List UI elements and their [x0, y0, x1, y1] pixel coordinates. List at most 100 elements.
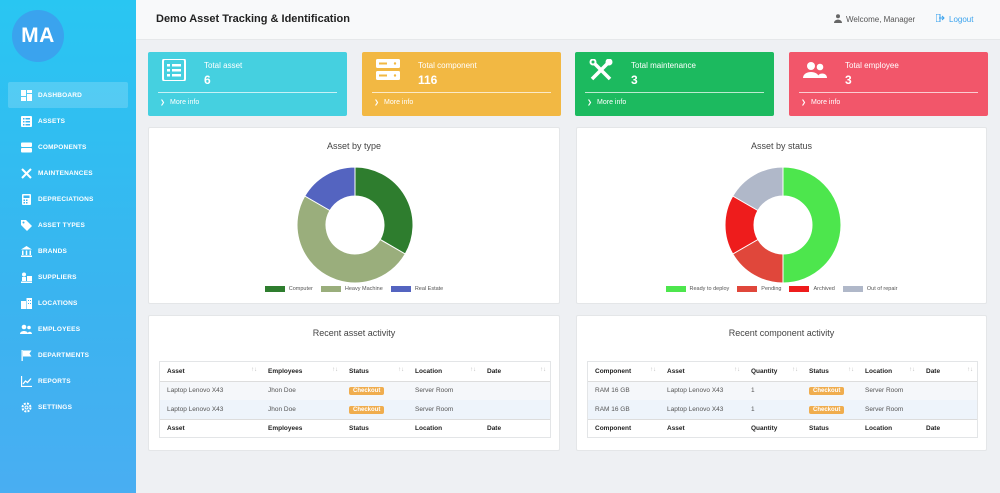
card-divider	[372, 92, 551, 93]
column-footer: Date	[480, 418, 550, 438]
sidebar-item-brands[interactable]: BRANDS	[8, 238, 128, 264]
server-icon	[20, 141, 32, 153]
more-info-label: More info	[811, 99, 841, 106]
chevron-right-icon: ❯	[374, 100, 380, 106]
more-info-link[interactable]: ❯ More info	[801, 99, 840, 106]
column-footer: Component	[588, 418, 660, 438]
pie-slice-real-estate[interactable]	[304, 166, 356, 212]
legend-item[interactable]: Heavy Machine	[320, 286, 383, 292]
sidebar-item-employees[interactable]: EMPLOYEES	[8, 316, 128, 342]
more-info-link[interactable]: ❯ More info	[587, 99, 626, 106]
calculator-icon	[20, 193, 32, 205]
asset-by-status-chart	[724, 166, 842, 284]
sidebar-item-dashboard[interactable]: DASHBOARD	[8, 82, 128, 108]
pie-slice-out-of-repair[interactable]	[732, 166, 784, 212]
column-footer: Status	[802, 418, 858, 438]
sidebar-item-label: REPORTS	[38, 377, 71, 385]
sort-icon: ↑↓	[909, 367, 915, 373]
sidebar-item-settings[interactable]: SETTINGS	[8, 394, 128, 420]
column-header[interactable]: Location ↑↓	[408, 362, 480, 382]
column-header[interactable]: Date ↑↓	[919, 362, 977, 382]
legend-item[interactable]: Ready to deploy	[665, 286, 730, 292]
legend-item[interactable]: Real Estate	[390, 286, 443, 292]
chart-line-icon	[20, 375, 32, 387]
legend-item[interactable]: Out of repair	[842, 286, 898, 292]
sidebar-item-reports[interactable]: REPORTS	[8, 368, 128, 394]
table-header-row: Asset ↑↓ Employees ↑↓ Status ↑↓ Location ↑↓ …	[160, 362, 550, 382]
card-title: Total employee	[845, 61, 899, 70]
table-cell: Server Room	[408, 381, 480, 400]
column-header[interactable]: Asset ↑↓	[160, 362, 261, 382]
asset-by-status-panel: Asset by status Ready to deploy Pending Ar…	[576, 127, 987, 304]
sort-icon: ↑↓	[470, 367, 476, 373]
status-badge: Checkout	[349, 405, 385, 414]
sidebar-item-locations[interactable]: LOCATIONS	[8, 290, 128, 316]
logout-link[interactable]: Logout	[935, 13, 973, 24]
sidebar-item-asset-types[interactable]: ASSET TYPES	[8, 212, 128, 238]
pie-slice-heavy-machine[interactable]	[296, 195, 406, 284]
sidebar-item-label: MAINTENANCES	[38, 169, 93, 177]
column-header[interactable]: Employees ↑↓	[261, 362, 342, 382]
column-footer: Status	[342, 418, 408, 438]
more-info-link[interactable]: ❯ More info	[160, 99, 199, 106]
server-icon	[376, 59, 400, 81]
table-cell	[480, 381, 550, 400]
card-total-asset: Total asset 6 ❯ More info	[148, 52, 347, 116]
sort-icon: ↑↓	[848, 367, 854, 373]
component-activity-table: Component ↑↓ Asset ↑↓ Quantity ↑↓ Status ↑↓ …	[588, 362, 977, 438]
chevron-right-icon: ❯	[160, 100, 166, 106]
column-footer: Location	[858, 418, 919, 438]
users-icon	[20, 323, 32, 335]
welcome-text: Welcome, Manager	[834, 14, 915, 25]
table-row: Laptop Lenovo X43 Jhon Doe Checkout Serv…	[160, 381, 550, 400]
card-value: 116	[418, 73, 438, 87]
table-cell: 1	[744, 400, 802, 419]
flag-icon	[20, 349, 32, 361]
column-header[interactable]: Location ↑↓	[858, 362, 919, 382]
table-cell: Checkout	[802, 381, 858, 400]
legend-swatch	[665, 286, 686, 292]
pie-slice-computer[interactable]	[354, 166, 414, 255]
table-cell: RAM 16 GB	[588, 381, 660, 400]
sidebar-item-maintenances[interactable]: MAINTENANCES	[8, 160, 128, 186]
card-total-component: Total component 116 ❯ More info	[362, 52, 561, 116]
column-header[interactable]: Component ↑↓	[588, 362, 660, 382]
column-header[interactable]: Quantity ↑↓	[744, 362, 802, 382]
legend-item[interactable]: Archived	[789, 286, 835, 292]
more-info-link[interactable]: ❯ More info	[374, 99, 413, 106]
table-cell: Checkout	[342, 400, 408, 419]
column-header[interactable]: Date ↑↓	[480, 362, 550, 382]
column-footer: Date	[919, 418, 977, 438]
legend-label: Ready to deploy	[689, 286, 730, 292]
card-divider	[799, 92, 978, 93]
legend-label: Out of repair	[866, 286, 898, 292]
logout-icon	[935, 13, 945, 24]
column-header[interactable]: Status ↑↓	[342, 362, 408, 382]
column-footer: Employees	[261, 418, 342, 438]
status-badge: Checkout	[809, 405, 845, 414]
sidebar-item-components[interactable]: COMPONENTS	[8, 134, 128, 160]
status-badge: Checkout	[349, 387, 385, 396]
sidebar-item-suppliers[interactable]: SUPPLIERS	[8, 264, 128, 290]
table-cell: Jhon Doe	[261, 400, 342, 419]
column-footer: Quantity	[744, 418, 802, 438]
legend-label: Archived	[813, 286, 835, 292]
table-cell: Laptop Lenovo X43	[160, 381, 261, 400]
column-header[interactable]: Status ↑↓	[802, 362, 858, 382]
pie-slice-ready-to-deploy[interactable]	[782, 166, 842, 284]
sort-icon: ↑↓	[251, 367, 257, 373]
column-footer: Asset	[660, 418, 744, 438]
legend-item[interactable]: Pending	[737, 286, 781, 292]
sidebar-item-depreciations[interactable]: DEPRECIATIONS	[8, 186, 128, 212]
sidebar-item-assets[interactable]: ASSETS	[8, 108, 128, 134]
user-icon	[834, 14, 842, 25]
app-logo[interactable]: MA	[12, 10, 64, 62]
card-total-maintenance: Total maintenance 3 ❯ More info	[575, 52, 774, 116]
gear-icon	[20, 401, 32, 413]
sidebar-item-label: ASSET TYPES	[38, 221, 85, 229]
sidebar-item-departments[interactable]: DEPARTMENTS	[8, 342, 128, 368]
sidebar-item-label: BRANDS	[38, 247, 68, 255]
legend-item[interactable]: Computer	[264, 286, 313, 292]
column-header[interactable]: Asset ↑↓	[660, 362, 744, 382]
legend-swatch	[264, 286, 285, 292]
